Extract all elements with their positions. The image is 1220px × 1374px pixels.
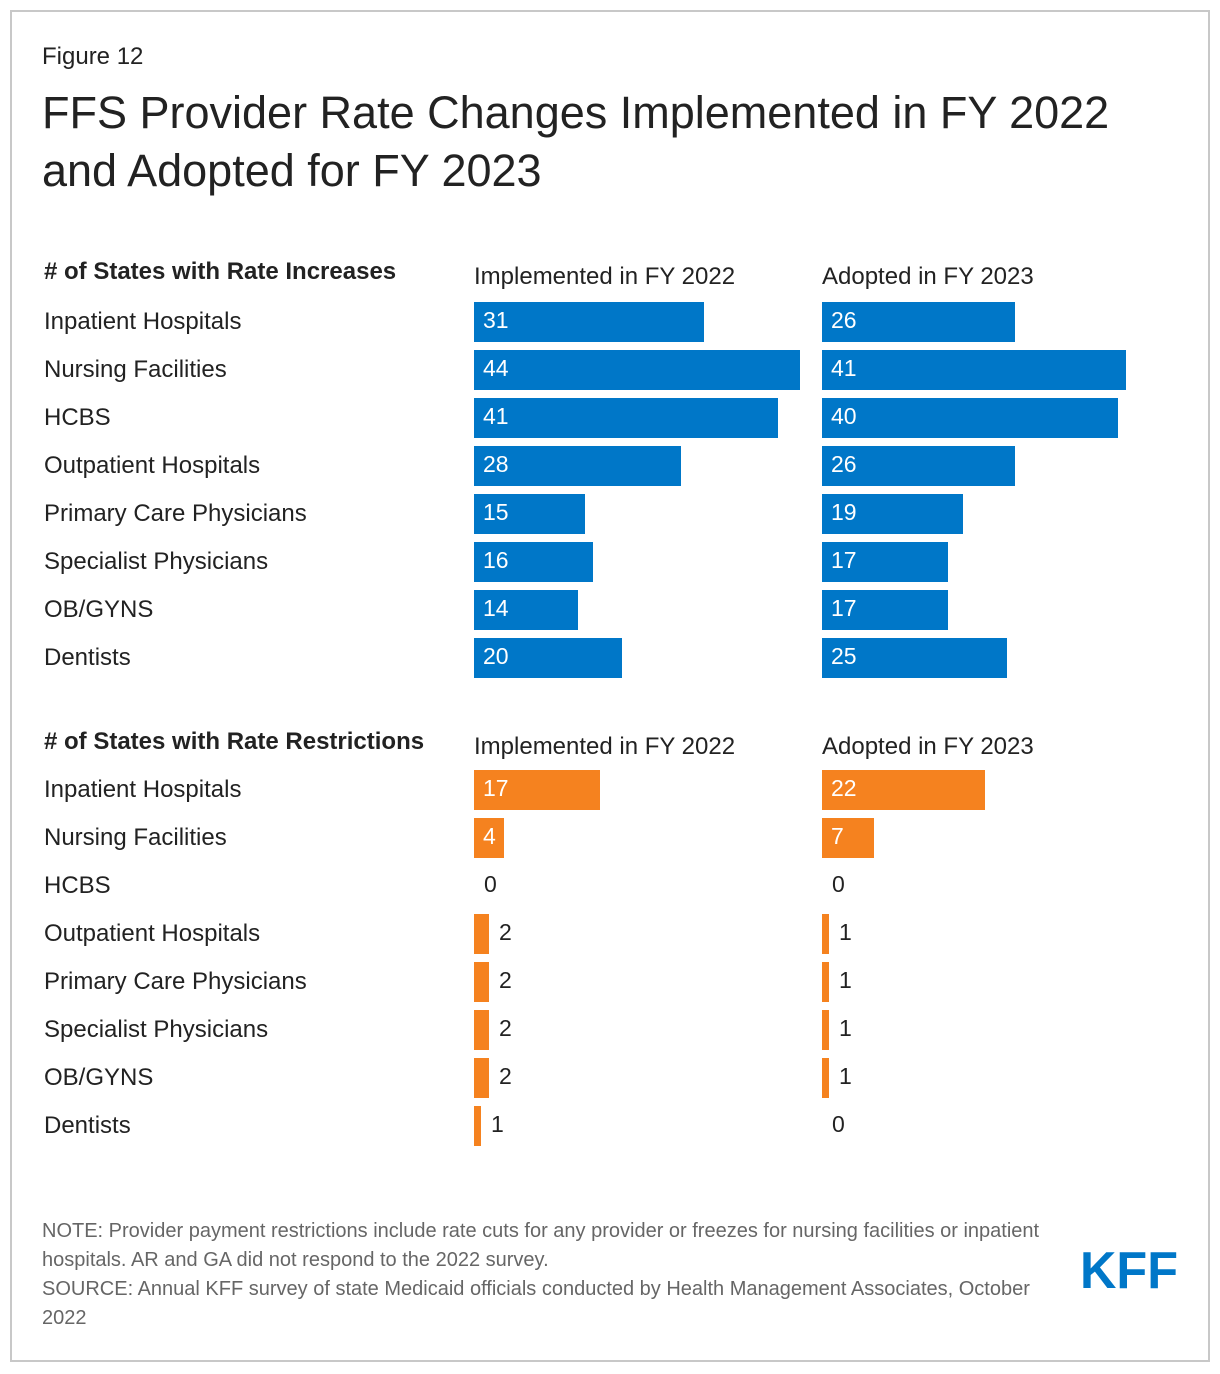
row-label-dentists: Dentists [44,1112,131,1139]
source-text: SOURCE: Annual KFF survey of state Medic… [42,1278,1030,1329]
data-label-hcbs-implemented-in-fy-2022: 41 [483,403,509,429]
note-text: NOTE: Provider payment restrictions incl… [42,1220,1040,1271]
bar-primary-care-physicians-implemented-in-fy-2022 [474,494,585,534]
bar-primary-care-physicians-implemented-in-fy-2022 [474,962,489,1002]
data-label-inpatient-hospitals-adopted-in-fy-2023: 22 [831,775,857,801]
data-label-dentists-adopted-in-fy-2023: 25 [831,643,857,669]
bar-outpatient-hospitals-adopted-in-fy-2023 [822,914,829,954]
bar-ob-gyns-adopted-in-fy-2023 [822,590,948,630]
data-label-outpatient-hospitals-adopted-in-fy-2023: 1 [839,919,852,945]
bar-inpatient-hospitals-adopted-in-fy-2023 [822,302,1015,342]
data-label-hcbs-adopted-in-fy-2023: 40 [831,403,857,429]
bar-specialist-physicians-adopted-in-fy-2023 [822,542,948,582]
row-label-inpatient-hospitals: Inpatient Hospitals [44,776,242,803]
data-label-nursing-facilities-implemented-in-fy-2022: 44 [483,355,509,381]
bar-dentists-implemented-in-fy-2022 [474,1106,481,1146]
data-label-dentists-adopted-in-fy-2023: 0 [832,1111,845,1137]
bar-dentists-adopted-in-fy-2023 [822,638,1007,678]
row-label-dentists: Dentists [44,644,131,671]
data-label-outpatient-hospitals-adopted-in-fy-2023: 26 [831,451,857,477]
row-label-specialist-physicians: Specialist Physicians [44,548,269,575]
data-label-ob-gyns-adopted-in-fy-2023: 17 [831,595,857,621]
bar-inpatient-hospitals-adopted-in-fy-2023 [822,770,985,810]
row-label-primary-care-physicians: Primary Care Physicians [44,500,307,527]
bar-primary-care-physicians-adopted-in-fy-2023 [822,494,963,534]
data-label-primary-care-physicians-adopted-in-fy-2023: 1 [839,967,852,993]
data-label-primary-care-physicians-implemented-in-fy-2022: 2 [499,967,512,993]
bar-specialist-physicians-adopted-in-fy-2023 [822,1010,829,1050]
bar-specialist-physicians-implemented-in-fy-2022 [474,542,593,582]
data-label-primary-care-physicians-implemented-in-fy-2022: 15 [483,499,509,525]
footnote: NOTE: Provider payment restrictions incl… [42,1217,1062,1333]
data-label-inpatient-hospitals-adopted-in-fy-2023: 26 [831,307,857,333]
bar-inpatient-hospitals-implemented-in-fy-2022 [474,770,600,810]
data-label-outpatient-hospitals-implemented-in-fy-2022: 2 [499,919,512,945]
row-label-nursing-facilities: Nursing Facilities [44,824,227,851]
data-label-dentists-implemented-in-fy-2022: 20 [483,643,509,669]
bar-outpatient-hospitals-implemented-in-fy-2022 [474,446,681,486]
bar-ob-gyns-adopted-in-fy-2023 [822,1058,829,1098]
kff-logo: KFF [1080,1246,1178,1292]
section-title-restrictions: # of States with Rate Restrictions [44,728,425,755]
data-label-specialist-physicians-implemented-in-fy-2022: 16 [483,547,509,573]
row-label-ob-gyns: OB/GYNS [44,596,154,623]
data-label-primary-care-physicians-adopted-in-fy-2023: 19 [831,499,857,525]
bar-outpatient-hospitals-adopted-in-fy-2023 [822,446,1015,486]
data-label-ob-gyns-implemented-in-fy-2022: 2 [499,1063,512,1089]
chart-title: FFS Provider Rate Changes Implemented in… [42,87,1110,196]
bar-ob-gyns-implemented-in-fy-2022 [474,1058,489,1098]
data-label-ob-gyns-adopted-in-fy-2023: 1 [839,1063,852,1089]
data-label-specialist-physicians-implemented-in-fy-2022: 2 [499,1015,512,1041]
bar-dentists-implemented-in-fy-2022 [474,638,622,678]
logo-text: KFF [1080,1246,1178,1292]
row-label-specialist-physicians: Specialist Physicians [44,1016,269,1043]
row-label-primary-care-physicians: Primary Care Physicians [44,968,307,995]
data-label-inpatient-hospitals-implemented-in-fy-2022: 17 [483,775,509,801]
bar-nursing-facilities-implemented-in-fy-2022 [474,818,504,858]
figure-frame [10,10,1210,1362]
data-label-ob-gyns-implemented-in-fy-2022: 14 [483,595,509,621]
bar-nursing-facilities-adopted-in-fy-2023 [822,350,1126,390]
column-header-implemented-in-fy-2022: Implemented in FY 2022 [474,733,736,760]
data-label-nursing-facilities-adopted-in-fy-2023: 41 [831,355,857,381]
data-label-hcbs-implemented-in-fy-2022: 0 [484,871,497,897]
data-label-hcbs-adopted-in-fy-2023: 0 [832,871,845,897]
bar-nursing-facilities-adopted-in-fy-2023 [822,818,874,858]
bar-hcbs-adopted-in-fy-2023 [822,398,1118,438]
row-label-outpatient-hospitals: Outpatient Hospitals [44,452,261,479]
bar-nursing-facilities-implemented-in-fy-2022 [474,350,800,390]
section-title-increases: # of States with Rate Increases [44,258,397,285]
row-label-hcbs: HCBS [44,404,111,431]
figure-label: Figure 12 [42,43,144,70]
bar-specialist-physicians-implemented-in-fy-2022 [474,1010,489,1050]
data-label-dentists-implemented-in-fy-2022: 1 [491,1111,504,1137]
data-label-inpatient-hospitals-implemented-in-fy-2022: 31 [483,307,509,333]
data-label-specialist-physicians-adopted-in-fy-2023: 1 [839,1015,852,1041]
row-label-inpatient-hospitals: Inpatient Hospitals [44,308,242,335]
data-label-outpatient-hospitals-implemented-in-fy-2022: 28 [483,451,509,477]
column-header-implemented-in-fy-2022: Implemented in FY 2022 [474,263,736,290]
data-label-nursing-facilities-adopted-in-fy-2023: 7 [831,823,844,849]
row-label-nursing-facilities: Nursing Facilities [44,356,227,383]
bar-ob-gyns-implemented-in-fy-2022 [474,590,578,630]
bar-primary-care-physicians-adopted-in-fy-2023 [822,962,829,1002]
bar-outpatient-hospitals-implemented-in-fy-2022 [474,914,489,954]
bar-hcbs-implemented-in-fy-2022 [474,398,778,438]
column-header-adopted-in-fy-2023: Adopted in FY 2023 [822,263,1034,290]
bar-inpatient-hospitals-implemented-in-fy-2022 [474,302,704,342]
row-label-outpatient-hospitals: Outpatient Hospitals [44,920,261,947]
row-label-hcbs: HCBS [44,872,111,899]
data-label-nursing-facilities-implemented-in-fy-2022: 4 [483,823,496,849]
data-label-specialist-physicians-adopted-in-fy-2023: 17 [831,547,857,573]
row-label-ob-gyns: OB/GYNS [44,1064,154,1091]
column-header-adopted-in-fy-2023: Adopted in FY 2023 [822,733,1034,760]
